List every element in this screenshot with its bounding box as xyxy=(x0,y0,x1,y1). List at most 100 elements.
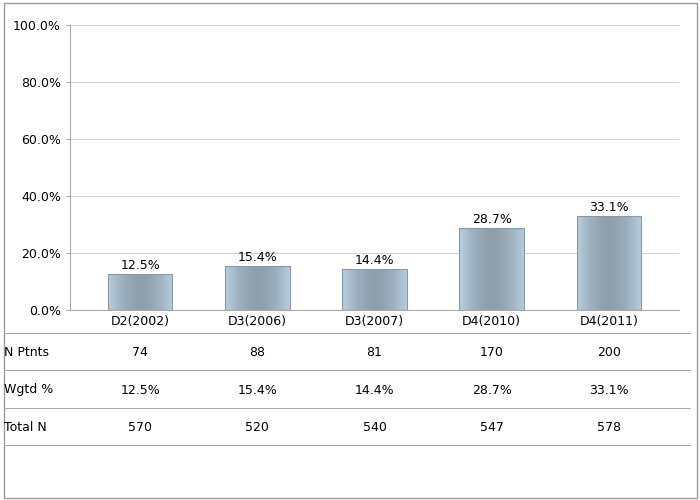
Bar xyxy=(166,274,167,310)
Bar xyxy=(402,269,403,310)
Bar xyxy=(248,266,250,310)
Bar xyxy=(468,228,469,310)
Bar xyxy=(505,228,507,310)
Bar xyxy=(577,216,578,310)
Bar xyxy=(501,228,503,310)
Bar xyxy=(629,216,630,310)
Bar xyxy=(360,269,362,310)
Bar xyxy=(238,266,239,310)
Bar xyxy=(265,266,266,310)
Bar xyxy=(109,274,110,310)
Bar xyxy=(164,274,165,310)
Bar xyxy=(163,274,164,310)
Text: 28.7%: 28.7% xyxy=(472,384,512,396)
Text: 33.1%: 33.1% xyxy=(589,200,629,213)
Bar xyxy=(383,269,384,310)
Text: 14.4%: 14.4% xyxy=(355,384,394,396)
Bar xyxy=(170,274,172,310)
Bar xyxy=(372,269,373,310)
Bar xyxy=(487,228,489,310)
Bar xyxy=(632,216,634,310)
Bar xyxy=(230,266,232,310)
Bar xyxy=(470,228,471,310)
Bar xyxy=(133,274,134,310)
Bar xyxy=(381,269,382,310)
Bar xyxy=(580,216,581,310)
Bar xyxy=(140,274,141,310)
Bar xyxy=(610,216,611,310)
Bar xyxy=(125,274,126,310)
Bar xyxy=(392,269,393,310)
Bar xyxy=(267,266,268,310)
Bar xyxy=(363,269,364,310)
Bar xyxy=(272,266,274,310)
Bar xyxy=(121,274,122,310)
Bar xyxy=(498,228,499,310)
Bar xyxy=(344,269,346,310)
Bar xyxy=(342,269,407,310)
Text: 547: 547 xyxy=(480,421,503,434)
Bar xyxy=(399,269,400,310)
Bar xyxy=(284,266,286,310)
Bar xyxy=(126,274,127,310)
Bar xyxy=(594,216,595,310)
Bar xyxy=(353,269,354,310)
Bar xyxy=(607,216,608,310)
Bar xyxy=(582,216,583,310)
Bar xyxy=(477,228,479,310)
Bar xyxy=(127,274,129,310)
Bar xyxy=(254,266,256,310)
Bar xyxy=(354,269,355,310)
Bar xyxy=(397,269,398,310)
Bar xyxy=(226,266,228,310)
Bar xyxy=(348,269,349,310)
Bar xyxy=(365,269,366,310)
Bar xyxy=(280,266,281,310)
Bar xyxy=(370,269,371,310)
Bar xyxy=(608,216,609,310)
Bar xyxy=(615,216,616,310)
Bar xyxy=(386,269,387,310)
Text: 14.4%: 14.4% xyxy=(355,254,394,267)
Bar xyxy=(358,269,360,310)
Bar xyxy=(241,266,242,310)
Bar xyxy=(589,216,591,310)
Bar xyxy=(349,269,350,310)
Bar xyxy=(584,216,585,310)
Bar xyxy=(120,274,121,310)
Bar xyxy=(368,269,369,310)
Bar xyxy=(236,266,237,310)
Bar xyxy=(146,274,147,310)
Bar xyxy=(631,216,632,310)
Bar xyxy=(461,228,463,310)
Bar xyxy=(167,274,168,310)
Bar xyxy=(154,274,155,310)
Bar xyxy=(129,274,130,310)
Bar xyxy=(396,269,397,310)
Bar xyxy=(503,228,505,310)
Bar xyxy=(403,269,405,310)
Text: 81: 81 xyxy=(367,346,382,359)
Bar xyxy=(355,269,356,310)
Bar xyxy=(638,216,639,310)
Bar xyxy=(387,269,388,310)
Bar xyxy=(369,269,370,310)
Text: Wgtd %: Wgtd % xyxy=(4,384,52,396)
Bar xyxy=(251,266,252,310)
Bar xyxy=(144,274,145,310)
Bar xyxy=(496,228,497,310)
Bar xyxy=(137,274,138,310)
Bar xyxy=(598,216,599,310)
Bar xyxy=(636,216,638,310)
Bar xyxy=(604,216,606,310)
Bar xyxy=(614,216,615,310)
Bar xyxy=(110,274,111,310)
Bar xyxy=(618,216,620,310)
Bar xyxy=(640,216,641,310)
Bar xyxy=(578,216,579,310)
Text: 540: 540 xyxy=(363,421,386,434)
Bar xyxy=(517,228,519,310)
Bar xyxy=(242,266,244,310)
Bar xyxy=(398,269,399,310)
Bar xyxy=(597,216,598,310)
